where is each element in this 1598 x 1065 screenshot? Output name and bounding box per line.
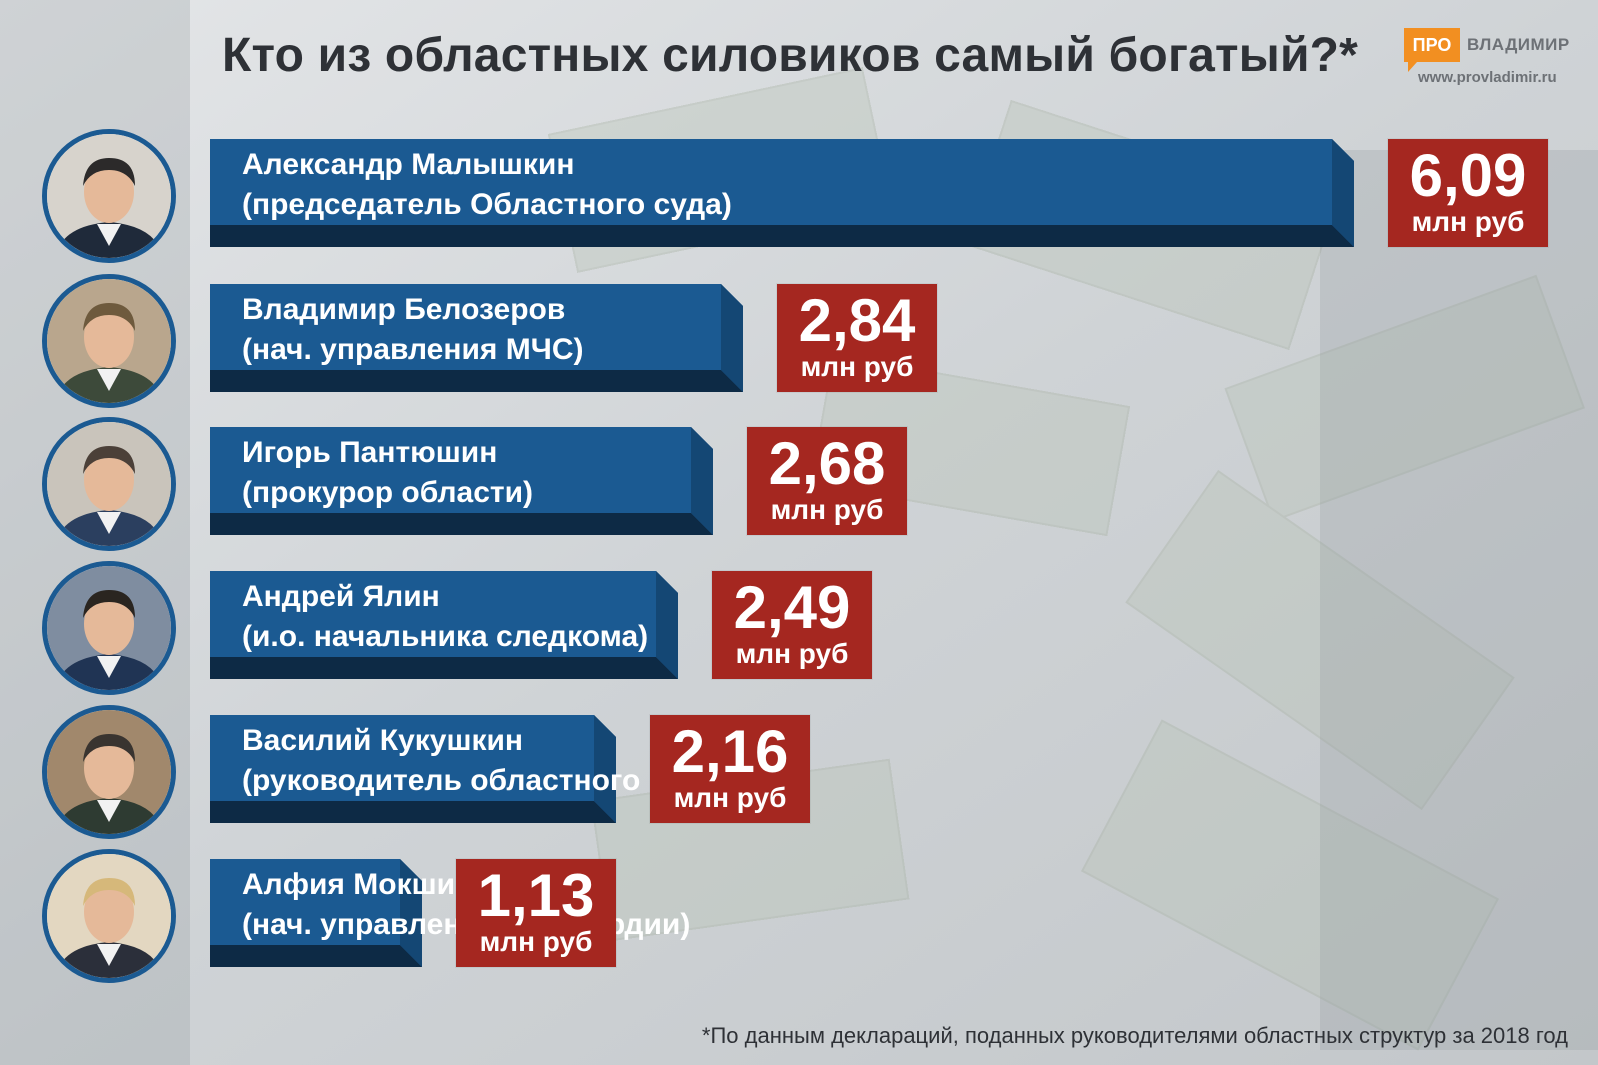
value-unit: млн руб bbox=[479, 926, 593, 957]
person-role: (нач. управления МЧС) bbox=[242, 333, 584, 366]
value-number: 6,09 bbox=[1409, 142, 1527, 209]
bar-side bbox=[656, 571, 678, 679]
person-name: Игорь Пантюшин bbox=[242, 436, 498, 469]
value-label: 2,16 млн руб bbox=[650, 715, 810, 823]
bar-label: Александр Малышкин (председатель Областно… bbox=[242, 145, 732, 225]
footnote: *По данным деклараций, поданных руководи… bbox=[701, 1023, 1568, 1048]
person-portrait bbox=[42, 561, 176, 695]
bar-face bbox=[210, 715, 616, 823]
logo-url: www.provladimir.ru bbox=[1418, 69, 1557, 86]
value-unit: млн руб bbox=[735, 638, 849, 669]
bar: Александр Малышкин (председатель Областно… bbox=[210, 139, 1354, 247]
bar-face bbox=[210, 427, 713, 535]
value-label: 2,84 млн руб bbox=[777, 284, 937, 392]
person-role: (руководитель областного МВД) bbox=[242, 764, 727, 797]
bar-face bbox=[210, 139, 1354, 247]
chart-row: Владимир Белозеров (нач. управления МЧС) 2… bbox=[0, 274, 1598, 408]
bar-face bbox=[210, 859, 422, 967]
bar: Игорь Пантюшин (прокурор области) bbox=[210, 427, 713, 535]
chart-row: Игорь Пантюшин (прокурор области) 2,68 млн … bbox=[0, 417, 1598, 551]
person-name: Александр Малышкин bbox=[242, 148, 575, 181]
person-role: (прокурор области) bbox=[242, 476, 534, 509]
bar: Василий Кукушкин (руководитель областного… bbox=[210, 715, 726, 823]
logo-name: ВЛАДИМИР bbox=[1467, 35, 1570, 54]
bar-shape bbox=[210, 859, 422, 967]
value-label: 2,49 млн руб bbox=[712, 571, 872, 679]
chart-row: Алфия Мокшина(нач. управления Росгвардии… bbox=[0, 849, 1598, 983]
logo-speech-tail bbox=[1408, 62, 1417, 72]
person-role: (председатель Областного суда) bbox=[242, 188, 732, 221]
person-role: (и.о. начальника следкома) bbox=[242, 620, 649, 653]
chart-title: Кто из областных силовиков самый богатый… bbox=[222, 29, 1359, 82]
bar-shape bbox=[210, 571, 678, 679]
bar-side bbox=[721, 284, 743, 392]
bar-label: Василий Кукушкин (руководитель областного… bbox=[242, 721, 726, 801]
value-unit: млн руб bbox=[770, 494, 884, 525]
bar-shape bbox=[210, 715, 616, 823]
person-portrait bbox=[42, 274, 176, 408]
bar: Владимир Белозеров (нач. управления МЧС) bbox=[210, 284, 743, 392]
bar-side bbox=[400, 859, 422, 967]
value-number: 2,16 bbox=[671, 718, 789, 785]
bar-face bbox=[210, 284, 743, 392]
chart-row: Александр Малышкин (председатель Областно… bbox=[0, 129, 1598, 263]
person-portrait bbox=[42, 705, 176, 839]
value-label: 6,09 млн руб bbox=[1388, 139, 1548, 247]
bar: Алфия Мокшина(нач. управления Росгвардии… bbox=[210, 859, 690, 967]
bar-label: Владимир Белозеров (нач. управления МЧС) bbox=[242, 290, 583, 370]
value-number: 1,13 bbox=[477, 862, 595, 929]
bar-face bbox=[210, 571, 678, 679]
bar-bottom-edge bbox=[210, 225, 1354, 247]
bar-shape bbox=[210, 427, 713, 535]
bar-bottom-edge bbox=[210, 801, 616, 823]
value-number: 2,68 bbox=[768, 430, 886, 497]
value-unit: млн руб bbox=[800, 351, 914, 382]
value-unit: млн руб bbox=[1411, 206, 1525, 237]
value-label: 2,68 млн руб bbox=[747, 427, 907, 535]
bar-side bbox=[594, 715, 616, 823]
bar-bottom-edge bbox=[210, 370, 743, 392]
bar: Андрей Ялин (и.о. начальника следкома) bbox=[210, 571, 678, 679]
bar-bottom-edge bbox=[210, 945, 422, 967]
value-label: 1,13 млн руб bbox=[456, 859, 616, 967]
person-name: Андрей Ялин bbox=[242, 580, 440, 613]
person-portrait bbox=[42, 129, 176, 263]
bar-label: Игорь Пантюшин (прокурор области) bbox=[242, 433, 533, 513]
bar-shape bbox=[210, 284, 743, 392]
person-portrait bbox=[42, 417, 176, 551]
person-name: Василий Кукушкин bbox=[242, 724, 524, 757]
chart-row: Василий Кукушкин (руководитель областного… bbox=[0, 705, 1598, 839]
bar-bottom-edge bbox=[210, 513, 713, 535]
provladimir-logo[interactable]: ПРО ВЛАДИМИР www.provladimir.ru bbox=[1404, 28, 1584, 90]
bar-shape bbox=[210, 139, 1354, 247]
value-unit: млн руб bbox=[673, 782, 787, 813]
person-name: Владимир Белозеров bbox=[242, 293, 566, 326]
chart-row: Андрей Ялин (и.о. начальника следкома) 2,4… bbox=[0, 561, 1598, 695]
person-portrait bbox=[42, 849, 176, 983]
bar-side bbox=[691, 427, 713, 535]
bar-label: Андрей Ялин (и.о. начальника следкома) bbox=[242, 577, 648, 657]
bar-bottom-edge bbox=[210, 657, 678, 679]
logo-pro-badge: ПРО bbox=[1404, 28, 1460, 62]
bar-side bbox=[1332, 139, 1354, 247]
value-number: 2,49 bbox=[733, 574, 851, 641]
value-number: 2,84 bbox=[798, 287, 916, 354]
person-name: Алфия Мокшина bbox=[242, 868, 490, 901]
